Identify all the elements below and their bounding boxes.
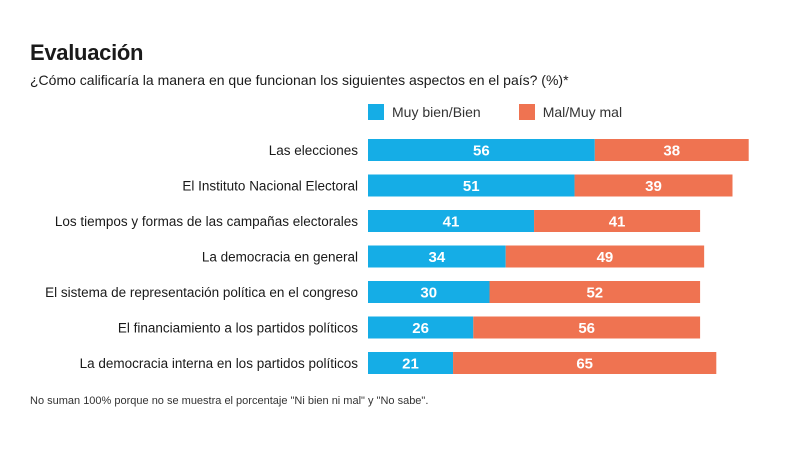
bar-value-label: 21 xyxy=(402,356,419,373)
bar-value-label: 56 xyxy=(473,143,490,160)
bar-neg xyxy=(534,210,701,232)
legend-label-positive: Muy bien/Bien xyxy=(392,104,481,120)
bar-value-label: 26 xyxy=(412,320,429,337)
chart-title: Evaluación xyxy=(30,40,144,65)
bar-value-label: 38 xyxy=(663,143,680,160)
category-label: El sistema de representación política en… xyxy=(45,285,358,300)
legend-label-negative: Mal/Muy mal xyxy=(542,104,623,120)
bar-neg xyxy=(594,139,749,161)
legend: Muy bien/Bien Mal/Muy mal xyxy=(368,103,660,121)
footnote: No suman 100% porque no se muestra el po… xyxy=(30,395,429,407)
legend-item-negative: Mal/Muy mal xyxy=(518,104,623,120)
category-label: La democracia interna en los partidos po… xyxy=(80,356,359,371)
bar-neg xyxy=(489,281,701,303)
category-label: El financiamiento a los partidos polític… xyxy=(118,321,358,336)
bar-pos xyxy=(368,174,575,197)
category-label: La democracia en general xyxy=(202,250,358,265)
legend-swatch-positive xyxy=(368,104,384,120)
bar-value-label: 41 xyxy=(609,214,626,231)
bar-value-label: 49 xyxy=(597,249,614,266)
bar-value-label: 39 xyxy=(645,178,662,195)
bar-value-label: 56 xyxy=(578,320,595,337)
bar-neg xyxy=(505,245,705,268)
bar-pos xyxy=(368,245,506,268)
bar-pos xyxy=(368,352,454,374)
bar-neg xyxy=(574,174,733,197)
legend-swatch-negative xyxy=(518,104,535,120)
bar-neg xyxy=(473,316,701,339)
bar-value-label: 51 xyxy=(463,178,480,195)
bar-value-label: 65 xyxy=(576,356,593,373)
bar-pos xyxy=(368,281,490,303)
bar-pos xyxy=(368,316,474,339)
bar-value-label: 30 xyxy=(420,285,437,302)
bar-pos xyxy=(368,139,595,161)
legend-item-positive: Muy bien/Bien xyxy=(368,104,481,120)
category-label: El Instituto Nacional Electoral xyxy=(182,179,358,194)
bar-pos xyxy=(368,210,535,232)
bar-neg xyxy=(453,352,717,374)
bar-value-label: 52 xyxy=(586,285,603,302)
category-label: Las elecciones xyxy=(269,143,359,158)
chart-subtitle: ¿Cómo calificaría la manera en que funci… xyxy=(30,72,569,88)
bar-value-label: 34 xyxy=(429,249,446,266)
category-label: Los tiempos y formas de las campañas ele… xyxy=(55,214,358,229)
bar-value-label: 41 xyxy=(443,214,460,231)
